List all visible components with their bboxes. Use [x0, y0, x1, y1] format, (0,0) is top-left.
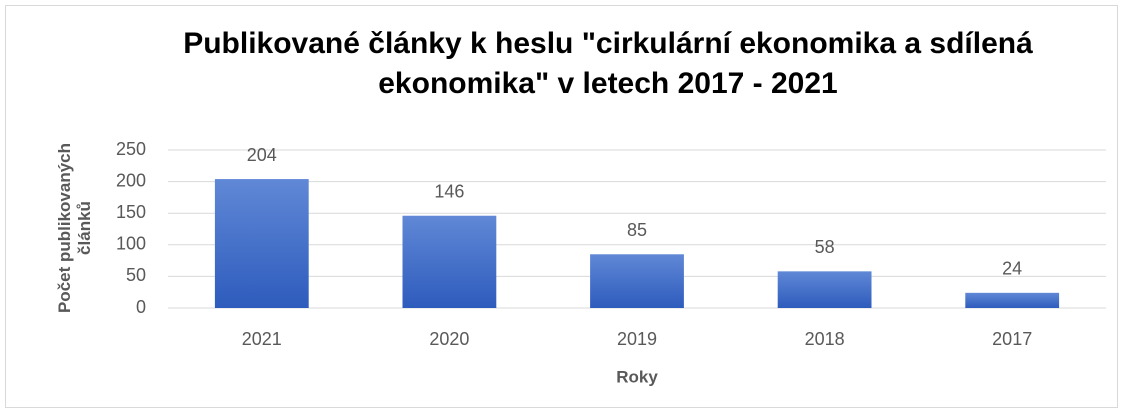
data-label: 85 — [627, 220, 647, 240]
chart-title: Publikované články k heslu "cirkulární e… — [183, 27, 1033, 100]
bar — [590, 254, 684, 308]
y-tick-label: 200 — [116, 170, 146, 190]
x-axis-title: Roky — [616, 367, 658, 386]
x-tick-label: 2021 — [242, 329, 282, 349]
x-tick-label: 2019 — [617, 329, 657, 349]
x-tick-label: 2017 — [992, 329, 1032, 349]
y-tick-label: 0 — [136, 297, 146, 317]
bar — [402, 215, 497, 308]
data-label: 24 — [1002, 259, 1022, 279]
y-tick-label: 150 — [116, 202, 146, 222]
data-label: 146 — [434, 181, 464, 201]
x-tick-label: 2018 — [805, 329, 845, 349]
x-tick-label: 2020 — [429, 329, 469, 349]
y-axis-title: Počet publikovaných článků — [55, 142, 94, 314]
bar — [965, 292, 1060, 308]
chart-border — [5, 5, 1118, 408]
data-label: 204 — [247, 145, 277, 165]
data-label: 58 — [815, 237, 835, 257]
bar — [777, 271, 872, 308]
y-tick-label: 50 — [126, 265, 146, 285]
y-tick-label: 250 — [116, 139, 146, 159]
bar — [214, 179, 309, 308]
y-tick-label: 100 — [116, 234, 146, 254]
